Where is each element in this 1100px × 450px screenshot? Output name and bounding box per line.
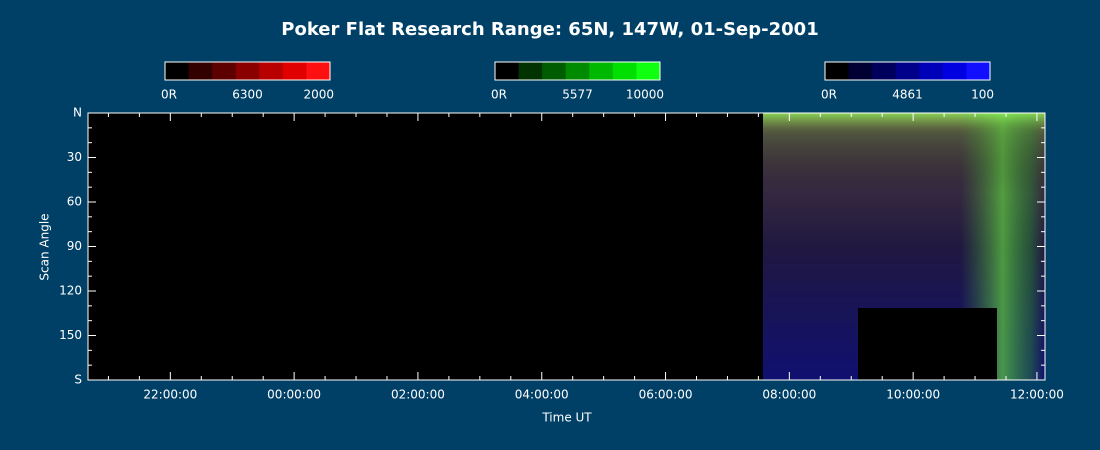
colorbar-swatch xyxy=(495,62,520,80)
colorbar-swatch xyxy=(895,62,920,80)
colorbar-label: 4861 xyxy=(892,88,923,102)
colorbar-swatch xyxy=(542,62,567,80)
colorbar-label: 5577 xyxy=(562,88,593,102)
colorbar-swatch xyxy=(919,62,944,80)
colorbar-min-label: 0R xyxy=(821,88,837,102)
colorbar-swatch xyxy=(518,62,543,80)
y-tick-label: 60 xyxy=(67,195,82,209)
x-tick-label: 06:00:00 xyxy=(639,388,693,402)
y-tick-label: 120 xyxy=(59,284,82,298)
colorbar-swatch xyxy=(825,62,850,80)
y-tick-label: 150 xyxy=(59,328,82,342)
chart-title: Poker Flat Research Range: 65N, 147W, 01… xyxy=(281,19,818,40)
colorbar-max-label: 100 xyxy=(971,88,994,102)
colorbar-frame xyxy=(164,61,331,81)
colorbar-swatch xyxy=(589,62,614,80)
colorbar-swatch xyxy=(212,62,237,80)
colorbar-swatch xyxy=(306,62,331,80)
y-tick-label: N xyxy=(73,106,82,120)
colorbar-swatch xyxy=(565,62,590,80)
y-tick-label: 90 xyxy=(67,239,82,253)
y-tick-label: S xyxy=(74,373,82,387)
colorbar-swatch xyxy=(612,62,637,80)
colorbar-max-label: 10000 xyxy=(626,88,664,102)
colorbar-label: 6300 xyxy=(232,88,263,102)
colorbar-swatch xyxy=(235,62,260,80)
x-tick-label: 10:00:00 xyxy=(886,388,940,402)
colorbar-swatch xyxy=(942,62,967,80)
colorbar-swatch xyxy=(165,62,190,80)
colorbar-max-label: 2000 xyxy=(303,88,334,102)
x-tick-label: 02:00:00 xyxy=(391,388,445,402)
y-tick-label: 30 xyxy=(67,150,82,164)
colorbar-swatch xyxy=(872,62,897,80)
colorbar-frame xyxy=(824,61,991,81)
x-tick-label: 12:00:00 xyxy=(1010,388,1064,402)
keogram-image xyxy=(763,113,1045,380)
y-axis-label: Scan Angle xyxy=(38,213,52,280)
colorbar-swatch xyxy=(282,62,307,80)
x-tick-label: 00:00:00 xyxy=(267,388,321,402)
colorbar-frame xyxy=(494,61,661,81)
colorbar-swatch xyxy=(636,62,661,80)
colorbar-min-label: 0R xyxy=(491,88,507,102)
x-axis-label: Time UT xyxy=(541,411,592,425)
colorbar-swatch xyxy=(966,62,991,80)
x-tick-label: 04:00:00 xyxy=(515,388,569,402)
x-tick-label: 22:00:00 xyxy=(143,388,197,402)
colorbar-swatch xyxy=(848,62,873,80)
x-tick-label: 08:00:00 xyxy=(762,388,816,402)
colorbar-swatch xyxy=(188,62,213,80)
colorbar-swatch xyxy=(259,62,284,80)
colorbar-min-label: 0R xyxy=(161,88,177,102)
